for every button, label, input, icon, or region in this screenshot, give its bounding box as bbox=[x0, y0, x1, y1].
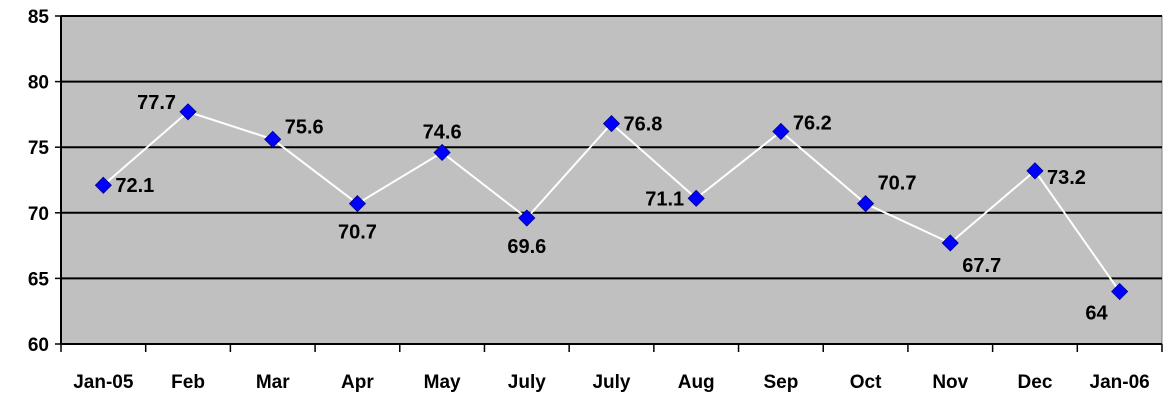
data-label: 70.7 bbox=[878, 173, 917, 195]
data-label: 71.1 bbox=[645, 188, 684, 210]
data-label: 74.6 bbox=[423, 121, 462, 143]
x-tick-label: May bbox=[424, 372, 461, 393]
x-tick-label: Nov bbox=[932, 372, 968, 393]
x-tick-label: Dec bbox=[1018, 372, 1053, 393]
data-point-marker bbox=[348, 195, 366, 213]
data-label: 70.7 bbox=[338, 222, 377, 244]
series-markers bbox=[94, 103, 1129, 301]
x-axis-tick-labels: Jan-05 Feb Mar Apr May July July Aug Sep Oct Nov De… bbox=[73, 372, 1150, 393]
x-tick-label: Oct bbox=[850, 372, 882, 393]
data-label: 76.2 bbox=[793, 112, 832, 134]
x-tick-label: Apr bbox=[341, 372, 374, 393]
x-tick-label: Jan-06 bbox=[1090, 372, 1150, 393]
y-tick-label-75: 75 bbox=[28, 138, 50, 159]
data-point-marker bbox=[772, 122, 790, 141]
x-tick-label: July bbox=[508, 372, 546, 393]
x-tick-label: Sep bbox=[763, 372, 798, 393]
data-label: 67.7 bbox=[962, 255, 1001, 277]
y-tick-label-85: 85 bbox=[28, 7, 50, 28]
x-tick-label: Aug bbox=[678, 372, 715, 393]
data-label: 73.2 bbox=[1047, 167, 1086, 189]
x-tick-label: Feb bbox=[171, 372, 205, 393]
x-tick-label: Jan-05 bbox=[73, 372, 134, 393]
data-labels: 72.1 77.7 75.6 70.7 74.6 69.6 76.8 71.1 76.2 70.7… bbox=[115, 92, 1108, 325]
y-axis-tick-labels: 60 65 70 75 80 85 bbox=[28, 7, 50, 356]
x-tick-label: Mar bbox=[256, 372, 290, 393]
y-tick-label-80: 80 bbox=[28, 73, 49, 94]
data-point-marker bbox=[179, 103, 197, 121]
gridlines bbox=[61, 15, 1162, 280]
y-tick-label-60: 60 bbox=[28, 335, 49, 356]
data-point-marker bbox=[1111, 282, 1129, 301]
data-point-marker bbox=[941, 234, 959, 252]
data-point-marker bbox=[264, 130, 282, 148]
axes bbox=[55, 15, 1163, 352]
plot-area bbox=[60, 15, 1163, 345]
data-label: 77.7 bbox=[137, 92, 176, 114]
data-label: 76.8 bbox=[624, 114, 663, 136]
data-point-marker bbox=[1026, 162, 1044, 180]
data-point-marker bbox=[602, 115, 621, 133]
data-label: 69.6 bbox=[507, 236, 546, 258]
y-tick-label-70: 70 bbox=[28, 204, 49, 225]
x-tick-label: July bbox=[592, 372, 630, 393]
data-point-marker bbox=[433, 143, 451, 162]
data-label: 72.1 bbox=[115, 175, 154, 197]
data-point-marker bbox=[857, 195, 875, 213]
data-point-marker bbox=[687, 189, 705, 207]
data-label: 64 bbox=[1085, 303, 1108, 325]
data-point-marker bbox=[518, 209, 536, 227]
data-label: 75.6 bbox=[285, 116, 324, 138]
y-tick-label-65: 65 bbox=[28, 269, 50, 290]
data-point-marker bbox=[94, 176, 112, 194]
